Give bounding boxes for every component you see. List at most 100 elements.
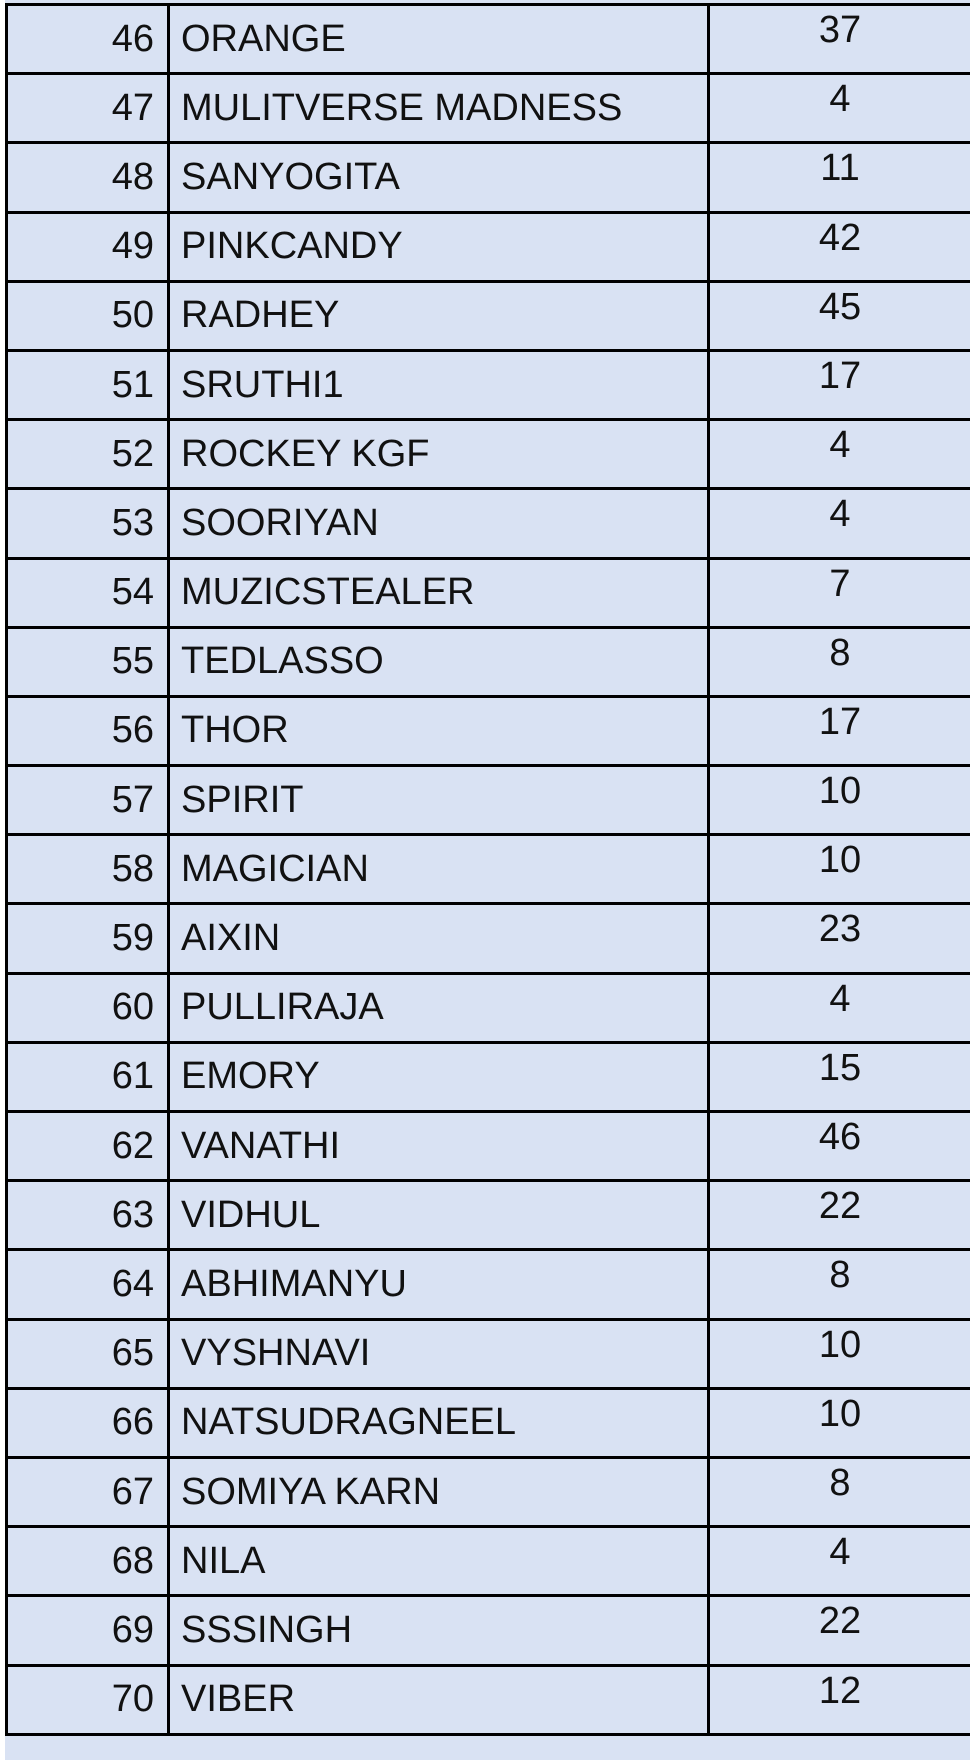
value-cell[interactable]: 17	[709, 696, 970, 765]
value-cell[interactable]: 37	[709, 5, 970, 74]
value-cell[interactable]: 10	[709, 766, 970, 835]
value-cell[interactable]: 45	[709, 281, 970, 350]
rank-cell[interactable]: 58	[7, 835, 169, 904]
value-cell[interactable]: 17	[709, 350, 970, 419]
name-cell[interactable]: SOMIYA KARN	[169, 1457, 709, 1526]
value-cell[interactable]: 8	[709, 1250, 970, 1319]
name-cell[interactable]: EMORY	[169, 1042, 709, 1111]
name-cell[interactable]: ABHIMANYU	[169, 1250, 709, 1319]
rank-cell[interactable]: 65	[7, 1319, 169, 1388]
rank-cell[interactable]: 48	[7, 143, 169, 212]
rank-cell[interactable]: 60	[7, 973, 169, 1042]
rank-cell[interactable]: 54	[7, 558, 169, 627]
rank-cell[interactable]: 47	[7, 74, 169, 143]
name-cell[interactable]: MULITVERSE MADNESS	[169, 74, 709, 143]
rank-cell[interactable]: 62	[7, 1112, 169, 1181]
rank-cell[interactable]: 49	[7, 212, 169, 281]
name-cell[interactable]: PULLIRAJA	[169, 973, 709, 1042]
rank-cell[interactable]: 51	[7, 350, 169, 419]
rank-cell[interactable]: 50	[7, 281, 169, 350]
value-cell[interactable]: 7	[709, 558, 970, 627]
value-cell[interactable]: 4	[709, 420, 970, 489]
name-cell[interactable]: VYSHNAVI	[169, 1319, 709, 1388]
name-cell[interactable]: SPIRIT	[169, 766, 709, 835]
name-cell[interactable]: MAGICIAN	[169, 835, 709, 904]
rank-cell[interactable]: 69	[7, 1596, 169, 1665]
name-cell[interactable]: ORANGE	[169, 5, 709, 74]
name-cell[interactable]: VIDHUL	[169, 1181, 709, 1250]
value-cell[interactable]: 12	[709, 1665, 970, 1734]
value-cell[interactable]: 11	[709, 143, 970, 212]
name-cell[interactable]: NATSUDRAGNEEL	[169, 1388, 709, 1457]
value-cell[interactable]: 4	[709, 973, 970, 1042]
name-cell[interactable]: SRUTHI1	[169, 350, 709, 419]
name-cell[interactable]: NILA	[169, 1527, 709, 1596]
name-cell[interactable]: PINKCANDY	[169, 212, 709, 281]
name-cell[interactable]: SSSINGH	[169, 1596, 709, 1665]
rank-cell[interactable]: 67	[7, 1457, 169, 1526]
name-cell[interactable]: AIXIN	[169, 904, 709, 973]
value-cell[interactable]: 4	[709, 489, 970, 558]
name-cell[interactable]: SOORIYAN	[169, 489, 709, 558]
value-cell[interactable]: 15	[709, 1042, 970, 1111]
value-cell[interactable]: 46	[709, 1112, 970, 1181]
name-cell[interactable]: SANYOGITA	[169, 143, 709, 212]
value-cell[interactable]: 10	[709, 835, 970, 904]
value-cell[interactable]: 22	[709, 1596, 970, 1665]
name-cell[interactable]: VANATHI	[169, 1112, 709, 1181]
name-cell[interactable]: THOR	[169, 696, 709, 765]
rank-cell[interactable]: 53	[7, 489, 169, 558]
rank-cell[interactable]: 46	[7, 5, 169, 74]
rank-cell[interactable]: 57	[7, 766, 169, 835]
value-cell[interactable]: 42	[709, 212, 970, 281]
value-cell[interactable]: 10	[709, 1319, 970, 1388]
rank-cell[interactable]: 64	[7, 1250, 169, 1319]
rank-cell[interactable]: 59	[7, 904, 169, 973]
rank-cell[interactable]: 56	[7, 696, 169, 765]
name-cell[interactable]: RADHEY	[169, 281, 709, 350]
value-cell[interactable]: 8	[709, 627, 970, 696]
name-cell[interactable]: VIBER	[169, 1665, 709, 1734]
rank-cell[interactable]: 52	[7, 420, 169, 489]
value-cell[interactable]: 22	[709, 1181, 970, 1250]
rank-cell[interactable]: 68	[7, 1527, 169, 1596]
name-cell[interactable]: ROCKEY KGF	[169, 420, 709, 489]
rank-cell[interactable]: 61	[7, 1042, 169, 1111]
name-cell[interactable]: TEDLASSO	[169, 627, 709, 696]
value-cell[interactable]: 4	[709, 1527, 970, 1596]
value-cell[interactable]: 10	[709, 1388, 970, 1457]
name-cell[interactable]: MUZICSTEALER	[169, 558, 709, 627]
rank-cell[interactable]: 66	[7, 1388, 169, 1457]
value-cell[interactable]: 8	[709, 1457, 970, 1526]
rank-cell[interactable]: 55	[7, 627, 169, 696]
value-cell[interactable]: 4	[709, 74, 970, 143]
value-cell[interactable]: 23	[709, 904, 970, 973]
rank-cell[interactable]: 63	[7, 1181, 169, 1250]
rank-cell[interactable]: 70	[7, 1665, 169, 1734]
